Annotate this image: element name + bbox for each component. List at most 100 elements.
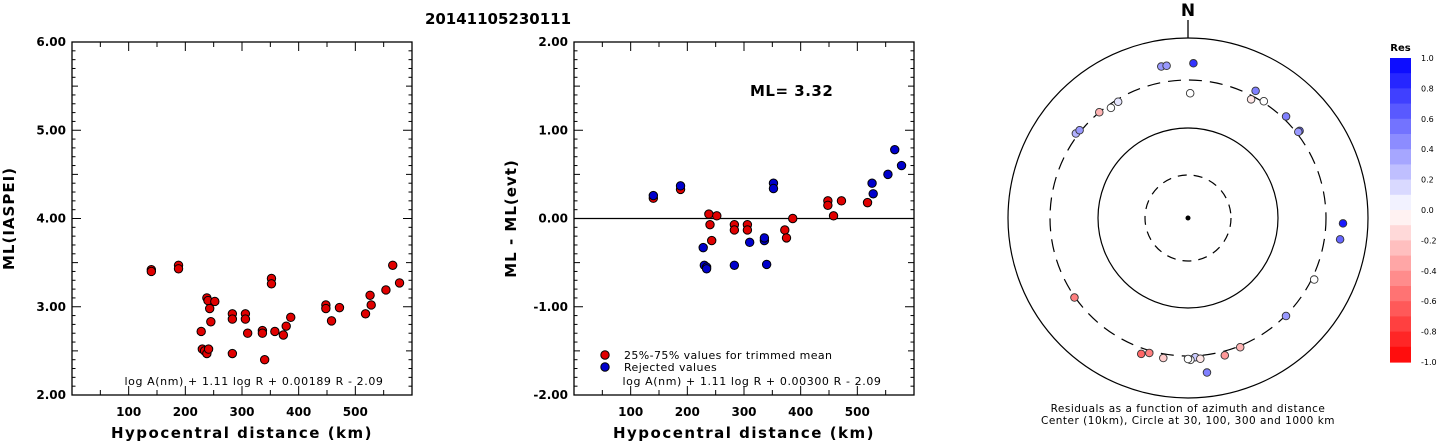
caption-line-2: Center (10km), Circle at 30, 100, 300 an… bbox=[1041, 415, 1335, 427]
data-point bbox=[823, 200, 833, 210]
station-residual-marker bbox=[1070, 293, 1079, 302]
colorbar-tick-label: 0.2 bbox=[1421, 176, 1434, 185]
colorbar-tick-label: 0.0 bbox=[1421, 206, 1434, 215]
x-tick-label: 500 bbox=[845, 405, 870, 419]
data-point bbox=[712, 211, 722, 221]
station-residual-marker bbox=[1309, 275, 1319, 284]
colorbar-segment bbox=[1390, 286, 1411, 302]
colorbar-segment bbox=[1390, 58, 1411, 74]
ring-30km bbox=[1144, 174, 1232, 262]
y-axis-label: ML - ML(evt) bbox=[502, 159, 520, 277]
data-point bbox=[867, 178, 877, 188]
data-point bbox=[205, 303, 215, 314]
station-residual-marker bbox=[1185, 88, 1195, 98]
ml-annotation: ML= 3.32 bbox=[750, 82, 833, 100]
data-point bbox=[704, 209, 714, 219]
station-residual-marker bbox=[1113, 97, 1123, 107]
data-point bbox=[334, 302, 345, 313]
data-point bbox=[759, 233, 770, 243]
data-point bbox=[365, 290, 375, 300]
center-marker bbox=[1185, 215, 1191, 221]
data-point bbox=[281, 321, 291, 331]
colorbar-tick-label: -0.8 bbox=[1421, 328, 1437, 337]
legend-marker bbox=[600, 362, 610, 372]
data-point bbox=[388, 260, 398, 270]
data-point bbox=[242, 328, 253, 338]
colorbar-tick-label: 0.4 bbox=[1421, 145, 1434, 154]
data-point bbox=[883, 169, 893, 180]
plot-frame bbox=[71, 41, 413, 396]
station-residual-marker bbox=[1202, 368, 1212, 377]
data-point bbox=[286, 312, 296, 323]
legend-label: 25%-75% values for trimmed mean bbox=[624, 349, 832, 362]
data-point bbox=[173, 264, 184, 274]
colorbar-segment bbox=[1390, 301, 1411, 317]
station-residual-marker bbox=[1106, 103, 1116, 113]
station-residual-marker bbox=[1145, 348, 1154, 358]
station-residual-marker bbox=[1335, 235, 1345, 244]
x-tick-label: 100 bbox=[618, 405, 643, 419]
data-point bbox=[270, 326, 280, 337]
residual-colorbar: Res 1.0 0.8 0.6 0.4 0.2 0.0 -0.2 -0.4 -0.6 -0.8 -1.… bbox=[1390, 43, 1437, 367]
y-tick-label: 0.00 bbox=[538, 212, 568, 226]
ring-100km bbox=[1097, 127, 1279, 309]
station-residual-marker bbox=[1251, 86, 1260, 96]
data-point bbox=[896, 160, 907, 171]
station-residual-marker bbox=[1159, 353, 1168, 363]
station-residual-marker bbox=[1136, 349, 1146, 359]
data-point bbox=[701, 264, 712, 274]
data-point bbox=[146, 266, 157, 277]
colorbar-segment bbox=[1390, 103, 1411, 120]
station-residual-marker bbox=[1095, 108, 1104, 117]
station-residual-marker bbox=[1338, 219, 1348, 228]
data-point bbox=[742, 225, 753, 235]
data-point bbox=[259, 355, 270, 365]
data-point bbox=[394, 278, 405, 288]
station-residual-marker bbox=[1281, 112, 1291, 121]
data-point bbox=[326, 316, 337, 326]
y-tick-label: -1.00 bbox=[533, 300, 568, 314]
colorbar-tick-label: 0.6 bbox=[1421, 115, 1434, 124]
x-tick-label: 300 bbox=[731, 405, 756, 419]
figure-title: 20141105230111 bbox=[425, 10, 571, 28]
colorbar-segment bbox=[1390, 194, 1411, 211]
data-point bbox=[729, 260, 740, 270]
colorbar-tick-label: -0.4 bbox=[1421, 267, 1437, 276]
formula-text: log A(nm) + 1.11 log R + 0.00189 R - 2.0… bbox=[124, 375, 383, 388]
x-axis-label: Hypocentral distance (km) bbox=[111, 424, 373, 441]
station-residual-marker bbox=[1220, 351, 1230, 360]
data-point bbox=[240, 314, 251, 324]
colorbar-segment bbox=[1390, 88, 1411, 105]
data-point bbox=[321, 303, 331, 314]
data-point bbox=[862, 197, 873, 208]
data-point bbox=[781, 233, 792, 243]
colorbar-segment bbox=[1390, 240, 1411, 257]
data-point bbox=[206, 317, 216, 327]
data-point bbox=[196, 326, 206, 337]
x-tick-label: 400 bbox=[286, 405, 311, 419]
station-residual-marker bbox=[1162, 61, 1171, 70]
azimuth-residual-polar-panel: N Residuals as a function of azimuth and … bbox=[1007, 1, 1369, 427]
station-residual-marker bbox=[1281, 311, 1291, 321]
colorbar-segment bbox=[1390, 134, 1411, 150]
y-tick-label: 4.00 bbox=[36, 212, 66, 226]
colorbar-segment bbox=[1390, 270, 1411, 287]
y-tick-label: 1.00 bbox=[538, 123, 568, 137]
data-point bbox=[278, 330, 289, 340]
colorbar-segment bbox=[1390, 225, 1411, 241]
data-point bbox=[210, 296, 220, 307]
data-point bbox=[648, 190, 659, 201]
data-point bbox=[707, 235, 717, 246]
data-point bbox=[227, 348, 238, 359]
legend-label: Rejected values bbox=[624, 361, 717, 374]
data-point bbox=[698, 242, 708, 253]
data-point bbox=[768, 183, 779, 194]
data-point bbox=[360, 309, 371, 319]
data-point bbox=[227, 314, 238, 324]
x-tick-label: 300 bbox=[229, 405, 254, 419]
data-point bbox=[675, 181, 686, 191]
data-point bbox=[761, 259, 772, 270]
colorbar-tick-label: 1.0 bbox=[1421, 54, 1434, 63]
colorbar-segment bbox=[1390, 149, 1411, 165]
data-point bbox=[828, 211, 839, 221]
